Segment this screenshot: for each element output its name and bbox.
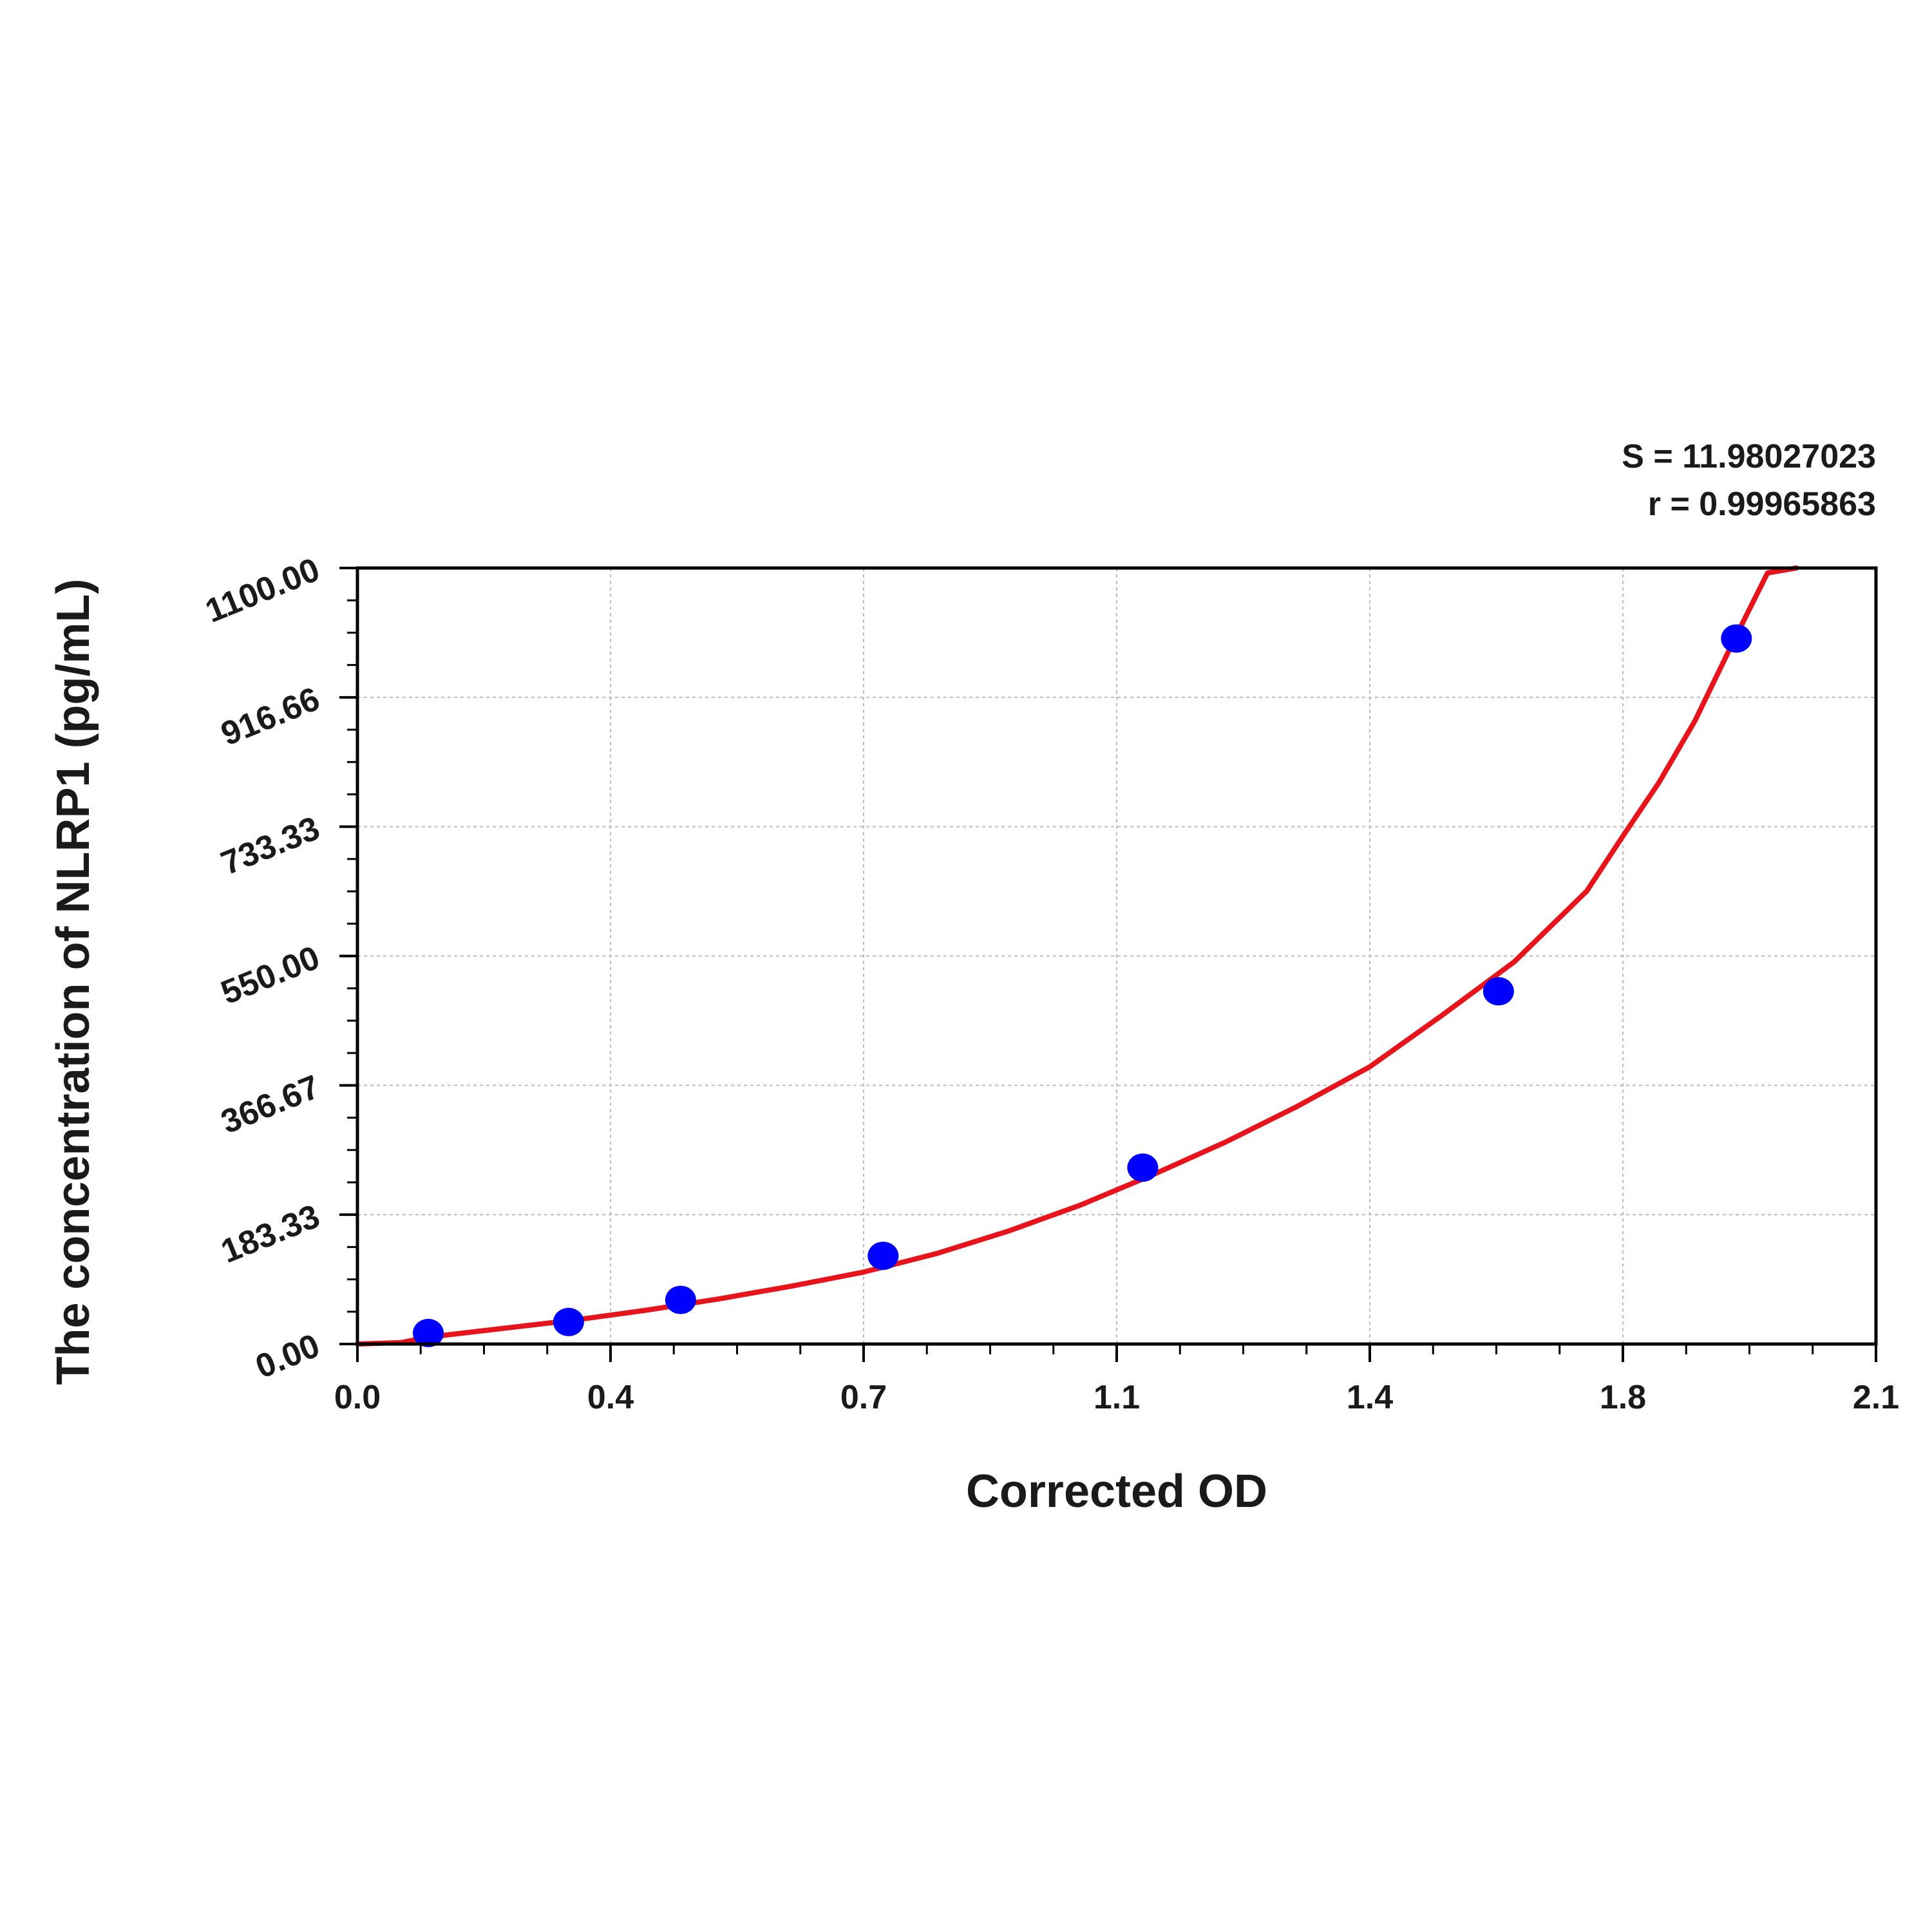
data-point	[413, 1318, 444, 1347]
x-tick-label: 1.1	[1094, 1379, 1140, 1416]
r-statistic: r = 0.99965863	[1648, 486, 1876, 523]
s-statistic: S = 11.98027023	[1622, 438, 1876, 475]
x-tick-label: 0.7	[840, 1379, 887, 1416]
axis-ticks	[339, 567, 1877, 1362]
x-tick-label: 0.0	[334, 1379, 381, 1416]
y-axis-title: The concentration of NLRP1 (pg/mL)	[48, 579, 99, 1385]
data-points	[413, 624, 1752, 1347]
data-point	[1127, 1153, 1159, 1182]
data-point	[1482, 977, 1514, 1006]
x-tick-label: 1.4	[1347, 1379, 1393, 1416]
data-point	[867, 1242, 899, 1271]
data-point	[553, 1307, 584, 1336]
x-axis-title: Corrected OD	[966, 1466, 1267, 1517]
x-tick-label: 0.4	[587, 1379, 634, 1416]
data-point	[1721, 624, 1752, 653]
data-point	[665, 1285, 696, 1314]
x-tick-label: 1.8	[1600, 1379, 1646, 1416]
x-tick-label: 2.1	[1853, 1379, 1899, 1416]
grid-lines	[357, 568, 1876, 1344]
